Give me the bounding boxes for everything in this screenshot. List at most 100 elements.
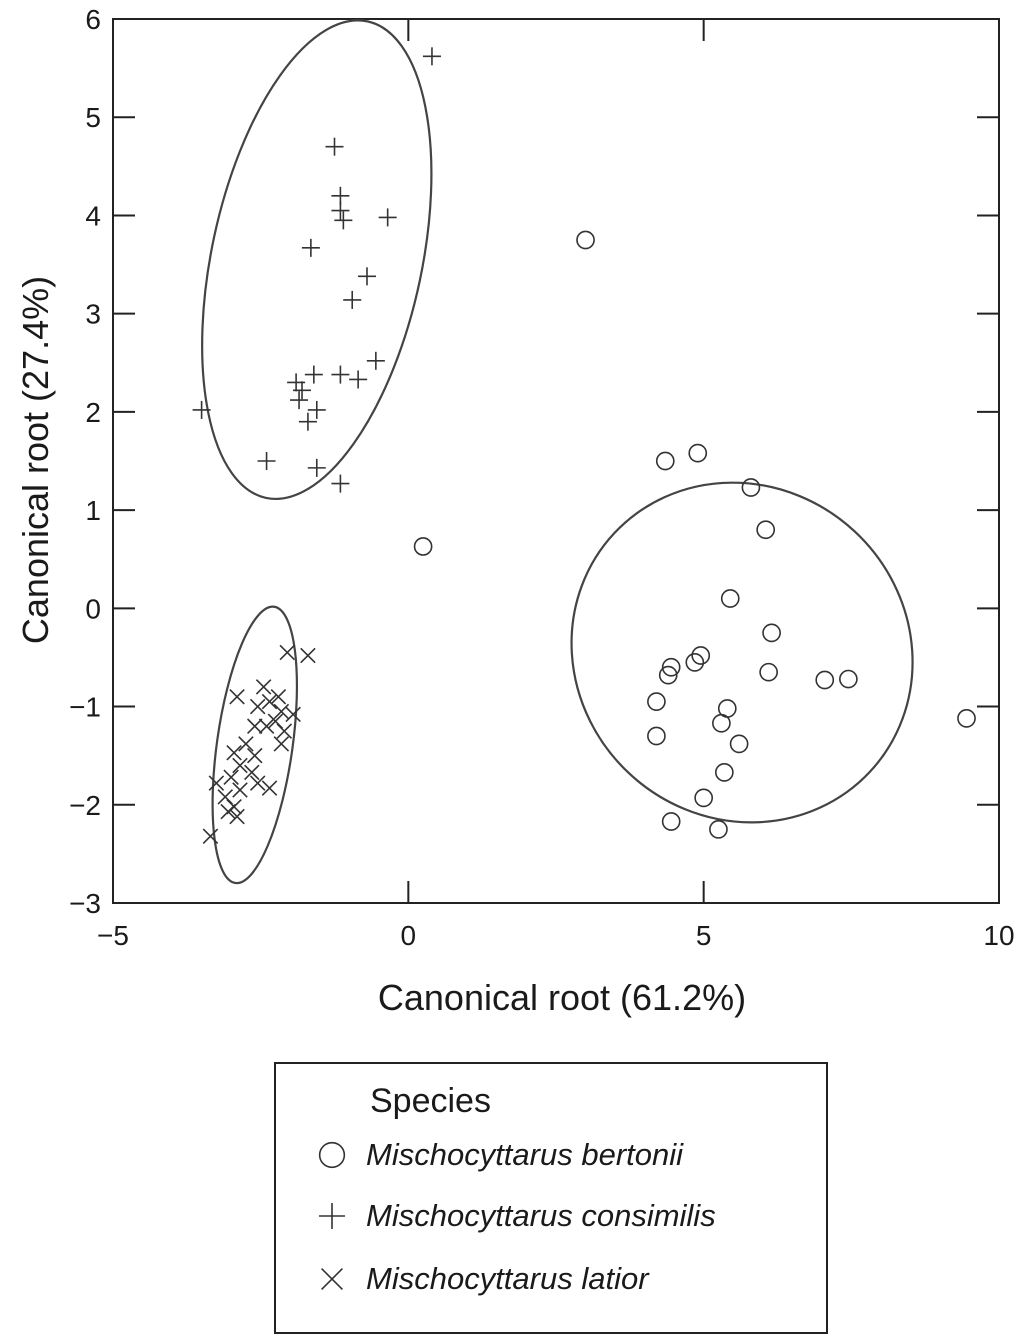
legend-title: Species: [370, 1082, 491, 1120]
latior-point: [258, 718, 275, 734]
consimilis-point: [378, 208, 397, 227]
latior-point: [220, 803, 236, 820]
legend-items: Mischocyttarus bertonii Mischocyttarus co…: [318, 1137, 716, 1296]
x-tick-label: 10: [983, 920, 1014, 951]
consimilis-point: [331, 474, 350, 493]
latior-point: [232, 782, 248, 798]
confidence-ellipses: [201, 19, 914, 885]
legend-marker-plus: [319, 1203, 345, 1229]
x-tick-label: −5: [97, 920, 129, 951]
latior-point: [273, 736, 290, 752]
y-tick-label: 4: [85, 200, 101, 231]
bertonii-point: [647, 726, 666, 746]
bertonii-point: [658, 665, 678, 685]
y-tick-label: 3: [85, 299, 101, 330]
latior-point: [202, 828, 219, 844]
consimilis-point: [422, 47, 441, 66]
bertonii-point: [815, 670, 835, 690]
consimilis-point: [307, 458, 326, 477]
consimilis-point: [349, 370, 368, 389]
latior-point: [229, 688, 245, 705]
latior-point: [273, 703, 290, 720]
latior-point: [249, 775, 266, 791]
bertonii-point: [762, 623, 781, 643]
y-tick-label: 2: [85, 397, 101, 428]
confidence-ellipse: [570, 481, 914, 824]
consimilis-point: [331, 365, 350, 384]
y-tick-label: 6: [85, 4, 101, 35]
bertonii-point: [655, 451, 675, 471]
latior-point: [238, 736, 254, 752]
bertonii-point: [712, 713, 731, 733]
latior-point: [285, 706, 301, 723]
legend-entry-label: Mischocyttarus consimilis: [366, 1198, 716, 1233]
legend-marker-x: [321, 1268, 343, 1290]
consimilis-point: [304, 365, 323, 384]
latior-point: [270, 688, 287, 705]
consimilis-point: [257, 452, 276, 470]
consimilis-point: [343, 290, 362, 309]
bertonii-point: [957, 708, 976, 728]
y-tick-label: 1: [85, 495, 101, 526]
legend: Species Mischocyttarus bertoniiMischocyt…: [274, 1062, 828, 1334]
bertonii-point: [714, 763, 734, 782]
y-tick-label: −3: [69, 888, 101, 919]
bertonii-point: [661, 657, 681, 677]
x-axis-label: Canonical root (61.2%): [378, 977, 746, 1018]
consimilis-point: [293, 381, 312, 400]
bertonii-point: [741, 478, 761, 497]
latior-point: [208, 775, 225, 791]
bertonii-point: [688, 443, 708, 463]
latior-point: [232, 757, 248, 774]
consimilis-point: [331, 201, 350, 220]
bertonii-point: [756, 520, 776, 540]
latior-point: [223, 769, 239, 786]
y-tick-label: −2: [69, 790, 101, 821]
bertonii-point: [685, 653, 705, 672]
consimilis-point: [301, 238, 320, 257]
bertonii-point: [720, 589, 740, 608]
latior-point: [261, 780, 278, 796]
bertonii-point: [691, 646, 711, 665]
bertonii-point: [647, 692, 666, 711]
x-tick-label: 0: [401, 920, 417, 951]
bertonii-point: [839, 669, 858, 689]
consimilis-point: [325, 137, 344, 156]
latior-point: [246, 718, 263, 734]
latior-point: [249, 698, 266, 715]
plot-area: [112, 18, 1000, 904]
plot-frame: [112, 18, 1000, 904]
y-tick-label: 5: [85, 102, 101, 133]
axis-ticks: −5 0 5 10 −3 −2 −1 0 1 2 3 4 5 6: [69, 4, 1015, 951]
bertonii-point: [661, 812, 681, 831]
bertonii-point: [413, 537, 433, 556]
consimilis-point: [307, 400, 326, 419]
latior-point: [279, 644, 296, 661]
y-axis-label: Canonical root (27.4%): [15, 276, 56, 644]
consimilis-point: [357, 267, 376, 286]
consimilis-point: [192, 400, 211, 419]
y-tick-label: −1: [69, 692, 101, 723]
bertonii-point: [576, 230, 595, 250]
latior-point: [226, 744, 242, 761]
consimilis-point: [366, 351, 385, 370]
legend-entry-label: Mischocyttarus bertonii: [366, 1137, 684, 1172]
consimilis-point: [334, 211, 353, 230]
latior-point: [261, 693, 278, 710]
bertonii-point: [694, 788, 714, 808]
confidence-ellipse: [201, 19, 433, 501]
latior-point: [300, 647, 316, 664]
bertonii-point: [729, 734, 749, 754]
latior-point: [244, 764, 260, 781]
latior-point: [276, 723, 293, 739]
x-tick-label: 5: [696, 920, 712, 951]
confidence-ellipse: [211, 605, 299, 885]
consimilis-point: [298, 412, 317, 431]
latior-point: [246, 747, 263, 764]
bertonii-point: [759, 662, 778, 682]
legend-marker-circle: [318, 1141, 346, 1169]
legend-entry-label: Mischocyttarus latior: [366, 1261, 650, 1296]
data-points: [192, 47, 976, 844]
latior-point: [255, 679, 272, 695]
